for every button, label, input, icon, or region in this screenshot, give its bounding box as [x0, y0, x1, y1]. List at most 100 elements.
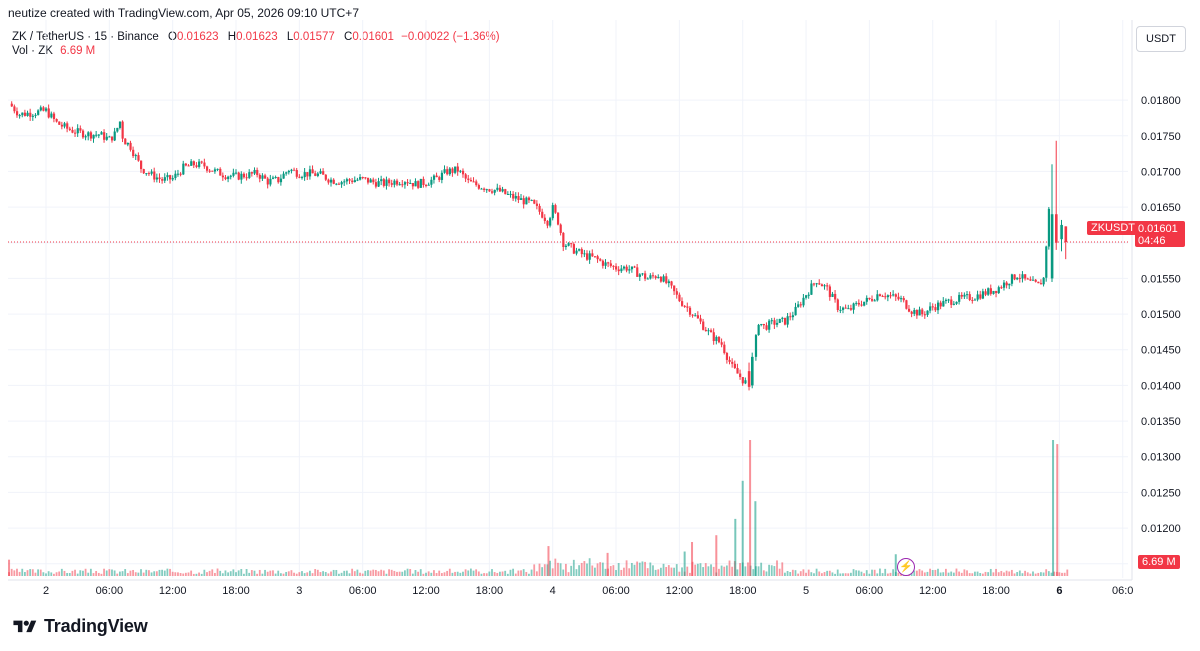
- high-label: H: [227, 31, 237, 43]
- candle-body: [889, 295, 892, 297]
- volume-label[interactable]: Vol · ZK: [12, 45, 53, 57]
- candle-body: [121, 121, 124, 139]
- candle-body: [29, 112, 32, 117]
- candle-body: [417, 181, 420, 188]
- volume-bar: [681, 567, 683, 576]
- candle-body: [878, 294, 882, 297]
- candle-body: [240, 173, 243, 180]
- volume-bar: [406, 568, 409, 576]
- candle-body: [773, 320, 776, 325]
- candle-body: [992, 290, 995, 294]
- candle-body: [216, 168, 219, 170]
- volume-bar: [670, 567, 673, 576]
- candle-body: [264, 175, 267, 179]
- candle-body: [89, 132, 93, 139]
- volume-bar: [971, 573, 974, 576]
- volume-bar: [92, 573, 95, 576]
- volume-bar: [282, 573, 285, 576]
- volume-bar: [309, 570, 311, 576]
- candle-body: [13, 106, 16, 112]
- volume-bar: [425, 572, 427, 576]
- candle-body: [939, 302, 942, 307]
- candle-body: [723, 344, 726, 354]
- volume-bar: [543, 564, 546, 576]
- volume-bar: [187, 572, 190, 576]
- candle-body: [968, 294, 971, 300]
- candle-body: [300, 177, 304, 179]
- volume-bar: [546, 564, 549, 576]
- volume-bar: [889, 572, 892, 576]
- candle-body: [601, 260, 605, 266]
- candle-body: [81, 130, 85, 138]
- symbol-price-tag: ZKUSDT: [1087, 221, 1139, 235]
- volume-bar: [446, 570, 449, 576]
- candle-body: [87, 132, 90, 137]
- volume-bar: [1042, 572, 1045, 576]
- volume-bar: [435, 573, 438, 576]
- volume-bar: [253, 570, 256, 576]
- candle-body: [681, 301, 684, 306]
- candle-body: [382, 179, 385, 186]
- volume-bar: [82, 570, 84, 576]
- candle-body: [137, 155, 140, 161]
- symbol-label[interactable]: ZK / TetherUS · 15 · Binance: [12, 31, 159, 43]
- volume-bar: [897, 572, 900, 576]
- candle-body: [667, 281, 671, 284]
- candle-body: [728, 359, 731, 362]
- volume-bar: [398, 571, 401, 576]
- volume-bar: [852, 569, 855, 576]
- high-value: 0.01623: [236, 31, 278, 43]
- axis-currency-button[interactable]: USDT: [1136, 26, 1186, 52]
- volume-bar: [791, 569, 794, 576]
- y-tick-label: 0.01250: [1141, 487, 1181, 499]
- candle-body: [849, 308, 853, 310]
- candle-body: [810, 283, 813, 295]
- volume-bar: [171, 571, 174, 576]
- candle-body: [18, 115, 21, 117]
- volume-bar: [662, 563, 665, 576]
- candle-body: [213, 169, 217, 172]
- candle-body: [84, 136, 87, 138]
- candle-body: [330, 179, 333, 183]
- candle-body: [169, 175, 172, 180]
- volume-bar: [404, 570, 406, 576]
- volume-bar: [617, 563, 620, 576]
- volume-bar: [456, 571, 459, 576]
- candle-body: [221, 175, 225, 178]
- candle-body: [282, 173, 285, 179]
- volume-bar: [923, 572, 926, 576]
- candle-body: [435, 175, 438, 178]
- candle-body: [794, 306, 797, 316]
- volume-peak-bar: [734, 518, 737, 576]
- candle-body: [675, 291, 678, 295]
- candle-body: [831, 293, 834, 297]
- volume-bar: [718, 568, 720, 576]
- candle-body: [443, 169, 446, 173]
- volume-bar: [628, 568, 631, 576]
- candle-body: [704, 329, 707, 332]
- x-tick-label: 12:00: [666, 585, 694, 597]
- candle-body: [636, 267, 639, 277]
- candle-body: [179, 173, 182, 175]
- candle-body: [517, 196, 520, 200]
- volume-bar: [499, 571, 501, 576]
- volume-bar: [828, 570, 831, 576]
- candle-body: [942, 301, 945, 307]
- volume-bar: [396, 571, 398, 576]
- volume-bar: [126, 573, 129, 576]
- candle-body: [770, 320, 773, 322]
- candle-body: [174, 173, 177, 179]
- volume-bar: [491, 569, 493, 576]
- volume-bar: [686, 566, 689, 576]
- volume-bar: [960, 572, 963, 576]
- y-tick-label: 0.01350: [1141, 416, 1181, 428]
- candle-body: [488, 189, 491, 192]
- volume-peak-bar: [754, 501, 757, 576]
- volume-bar: [388, 569, 390, 576]
- tradingview-logo[interactable]: TradingView: [12, 616, 148, 637]
- lightning-icon[interactable]: ⚡: [897, 558, 915, 576]
- candle-body: [633, 266, 636, 268]
- candle-body: [208, 170, 211, 172]
- low-value: 0.01577: [293, 31, 335, 43]
